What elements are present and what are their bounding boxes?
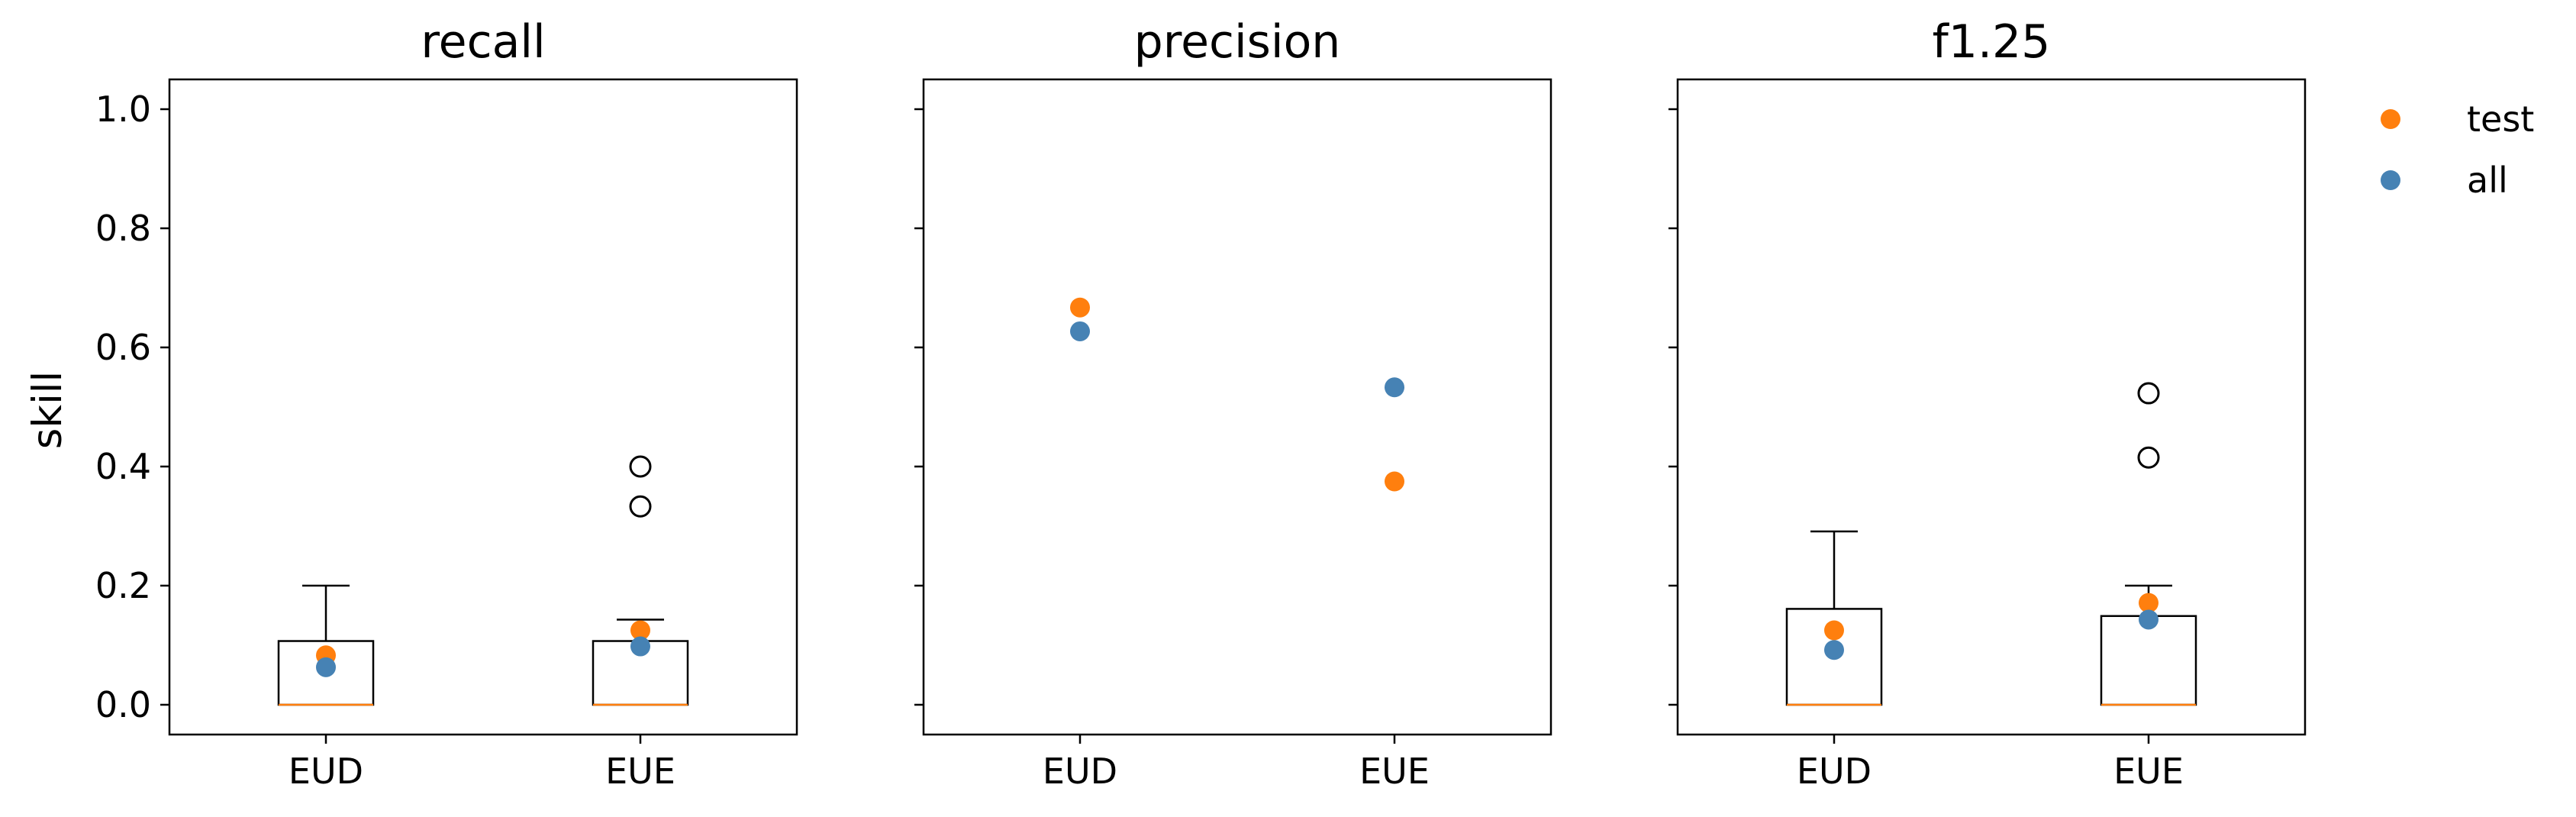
all-point: [1824, 640, 1844, 660]
test-point: [2139, 593, 2158, 613]
panel-title: precision: [1134, 15, 1341, 69]
x-tick-label: EUE: [2113, 751, 2184, 792]
x-tick-label: EUD: [1797, 751, 1872, 792]
panels: recall 0.0 0.2 0.4 0.6 0.8 1.0 EUD EUE precision E…: [95, 15, 2307, 792]
boxplot-eud: [277, 584, 375, 706]
y-axis-label: skill: [24, 371, 71, 449]
outlier-point: [2137, 382, 2160, 405]
y-tick-label: 0.2: [95, 565, 151, 606]
all-point: [2139, 609, 2158, 630]
all-point: [630, 636, 650, 657]
plot-frame: [168, 78, 798, 736]
panel-2: precision EUD EUE: [914, 15, 1552, 792]
test-point: [1385, 471, 1404, 492]
all-point: [1070, 321, 1090, 341]
panel-1: recall 0.0 0.2 0.4 0.6 0.8 1.0 EUD EUE: [95, 15, 798, 792]
boxplot-eue: [2100, 382, 2197, 706]
x-tick-label: EUE: [605, 751, 675, 792]
y-tick-label: 0.4: [95, 446, 151, 487]
legend-marker-all: [2381, 170, 2400, 190]
x-tick-label: EUD: [1043, 751, 1117, 792]
legend-label-all: all: [2467, 160, 2508, 201]
plot-frame: [1676, 78, 2307, 736]
test-point: [1824, 620, 1844, 641]
all-point: [316, 657, 336, 677]
panel-3: f1.25 EUD EUE: [1668, 15, 2307, 792]
y-tick-label: 1.0: [95, 89, 151, 130]
outlier-point: [2137, 446, 2160, 469]
legend-marker-test: [2381, 109, 2400, 129]
boxplot-eue: [592, 455, 689, 706]
plot-frame: [922, 78, 1552, 736]
legend: test all: [2381, 98, 2534, 201]
outlier-point: [629, 495, 652, 518]
y-tick-label: 0.8: [95, 208, 151, 249]
legend-label-test: test: [2467, 98, 2534, 140]
panel-title: recall: [421, 15, 545, 69]
test-point: [630, 620, 650, 641]
y-tick-label: 0.6: [95, 327, 151, 368]
x-tick-label: EUE: [1359, 751, 1430, 792]
all-point: [1385, 377, 1404, 398]
test-point: [1070, 297, 1090, 318]
panel-title: f1.25: [1933, 15, 2051, 69]
boxplot-eud: [1785, 530, 1883, 706]
x-tick-label: EUD: [289, 751, 363, 792]
y-tick-label: 0.0: [95, 684, 151, 725]
outlier-point: [629, 455, 652, 478]
